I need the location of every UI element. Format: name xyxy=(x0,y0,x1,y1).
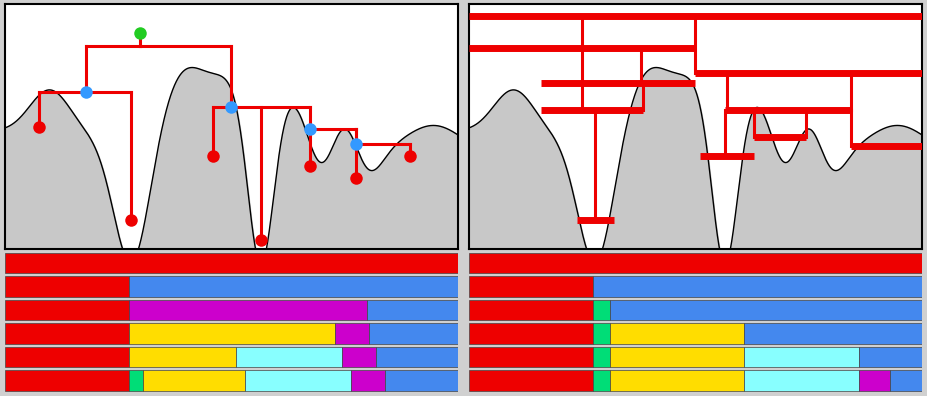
Bar xyxy=(610,300,921,320)
Bar xyxy=(743,370,858,390)
Bar xyxy=(235,346,342,367)
Bar xyxy=(468,370,592,390)
Bar xyxy=(5,276,129,297)
Bar xyxy=(592,300,610,320)
Bar xyxy=(335,323,369,344)
Bar xyxy=(5,323,129,344)
Bar xyxy=(592,370,610,390)
Bar xyxy=(858,346,921,367)
Bar xyxy=(468,253,921,274)
Bar xyxy=(610,346,743,367)
Bar xyxy=(143,370,245,390)
Bar xyxy=(129,323,335,344)
Bar xyxy=(858,370,889,390)
Bar xyxy=(592,276,921,297)
Bar xyxy=(592,323,610,344)
Bar xyxy=(743,323,921,344)
Bar xyxy=(129,370,143,390)
Bar xyxy=(5,253,457,274)
Bar xyxy=(245,370,350,390)
Bar xyxy=(129,300,366,320)
Bar xyxy=(342,346,375,367)
Bar xyxy=(350,370,385,390)
Bar xyxy=(468,300,592,320)
Bar xyxy=(129,276,457,297)
Bar xyxy=(889,370,921,390)
Bar xyxy=(743,346,858,367)
Bar xyxy=(468,276,592,297)
Bar xyxy=(129,346,235,367)
Bar xyxy=(5,346,129,367)
Bar xyxy=(5,300,129,320)
Bar xyxy=(468,346,592,367)
Bar xyxy=(592,346,610,367)
Bar xyxy=(468,323,592,344)
Bar xyxy=(385,370,457,390)
Bar xyxy=(369,323,457,344)
Bar xyxy=(5,370,129,390)
Bar xyxy=(610,323,743,344)
Bar xyxy=(366,300,457,320)
Bar xyxy=(610,370,743,390)
Bar xyxy=(375,346,457,367)
